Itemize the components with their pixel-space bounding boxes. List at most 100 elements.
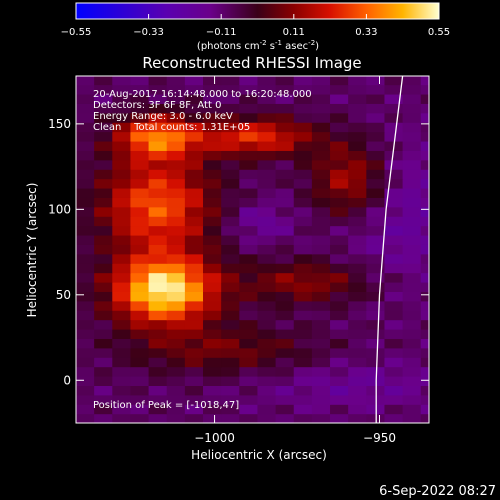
heatmap-cell <box>130 263 150 274</box>
heatmap-cell <box>221 413 240 423</box>
heatmap-cell <box>384 272 404 283</box>
heatmap-cell <box>166 150 186 161</box>
heatmap-cell <box>384 319 404 330</box>
heatmap-cell <box>130 300 150 311</box>
heatmap-cell <box>203 394 222 405</box>
heatmap-cell <box>94 131 113 142</box>
x-axis-label: Heliocentric X (arcsec) <box>191 448 327 462</box>
heatmap-cell <box>112 263 132 274</box>
heatmap-cell <box>402 319 422 330</box>
heatmap-cell <box>311 328 331 339</box>
heatmap-cell <box>330 112 349 123</box>
heatmap-cell <box>439 197 458 207</box>
heatmap-cell <box>203 197 222 208</box>
heatmap-cell <box>203 366 222 377</box>
heatmap-cell <box>112 140 132 151</box>
heatmap-cell <box>293 197 313 208</box>
x-tick-label: −1000 <box>194 431 235 445</box>
heatmap-cell <box>311 150 331 161</box>
heatmap-cell <box>184 357 204 368</box>
heatmap-cell <box>257 206 277 217</box>
heatmap-cell <box>330 375 349 386</box>
heatmap-cell <box>239 140 259 151</box>
heatmap-cell <box>330 93 349 104</box>
heatmap-cell <box>166 310 186 321</box>
heatmap-cell <box>348 366 367 377</box>
heatmap-cell <box>330 347 349 358</box>
heatmap-cell <box>348 319 367 330</box>
heatmap-cell <box>348 375 367 386</box>
heatmap-cell <box>439 414 458 424</box>
heatmap-cell <box>148 197 168 208</box>
heatmap-cell <box>76 319 95 330</box>
heatmap-cell <box>94 385 113 396</box>
heatmap-cell <box>439 85 458 95</box>
heatmap-cell <box>420 187 429 198</box>
heatmap-cell <box>76 263 95 274</box>
heatmap-cell <box>384 413 404 423</box>
heatmap-cell <box>221 385 240 396</box>
heatmap-cell <box>330 291 349 302</box>
y-tick-label: 50 <box>56 288 71 302</box>
heatmap-cell <box>94 93 113 104</box>
heatmap-cell <box>221 112 240 123</box>
heatmap-cell <box>384 225 404 236</box>
heatmap-cell <box>203 357 222 368</box>
heatmap-cell <box>384 197 404 208</box>
heatmap-cell <box>366 66 385 76</box>
heatmap-cell <box>184 272 204 283</box>
heatmap-cell <box>221 357 240 368</box>
heatmap-cell <box>184 319 204 330</box>
heatmap-cell <box>402 225 422 236</box>
heatmap-cell <box>275 291 295 302</box>
heatmap-cell <box>76 216 95 227</box>
heatmap-cell <box>257 150 277 161</box>
heatmap-cell <box>439 160 458 170</box>
heatmap-cell <box>76 66 95 76</box>
heatmap-cell <box>76 404 95 415</box>
heatmap-cell <box>384 131 404 142</box>
heatmap-cell <box>184 404 204 415</box>
heatmap-cell <box>221 366 240 377</box>
heatmap-cell <box>311 272 331 283</box>
heatmap-cell <box>221 253 240 264</box>
heatmap-cell <box>130 375 150 386</box>
heatmap-cell <box>348 253 367 264</box>
heatmap-cell <box>366 187 386 198</box>
heatmap-cell <box>130 281 150 292</box>
heatmap-cell <box>439 367 458 377</box>
heatmap-cell <box>203 131 222 142</box>
heatmap-cell <box>239 131 259 142</box>
heatmap-cell <box>366 253 386 264</box>
heatmap-cell <box>112 347 132 358</box>
heatmap-cell <box>130 413 150 423</box>
heatmap-cell <box>112 357 132 368</box>
heatmap-cell <box>275 178 295 189</box>
heatmap-cell <box>239 122 259 133</box>
heatmap-cell <box>203 281 222 292</box>
heatmap-cell <box>239 300 259 311</box>
heatmap-cell <box>239 216 259 227</box>
heatmap-cell <box>330 328 349 339</box>
heatmap-cell <box>130 76 150 86</box>
annotation-block: 20-Aug-2017 16:14:48.000 to 16:20:48.000… <box>93 89 312 411</box>
heatmap-cell <box>184 216 204 227</box>
heatmap-cell <box>348 93 367 104</box>
heatmap-cell <box>239 76 259 86</box>
heatmap-cell <box>311 112 331 123</box>
heatmap-cell <box>130 93 150 104</box>
heatmap-cell <box>348 404 367 415</box>
heatmap-cell <box>420 338 429 349</box>
heatmap-cell <box>203 103 222 114</box>
heatmap-cell <box>112 394 132 405</box>
heatmap-cell <box>348 112 367 123</box>
heatmap-cell <box>94 103 113 114</box>
heatmap-cell <box>420 291 429 302</box>
heatmap-cell <box>94 319 113 330</box>
heatmap-cell <box>184 291 204 302</box>
heatmap-cell <box>112 300 132 311</box>
heatmap-cell <box>439 263 458 273</box>
heatmap-cell <box>203 93 222 104</box>
heatmap-cell <box>130 197 150 208</box>
heatmap-cell <box>239 178 259 189</box>
